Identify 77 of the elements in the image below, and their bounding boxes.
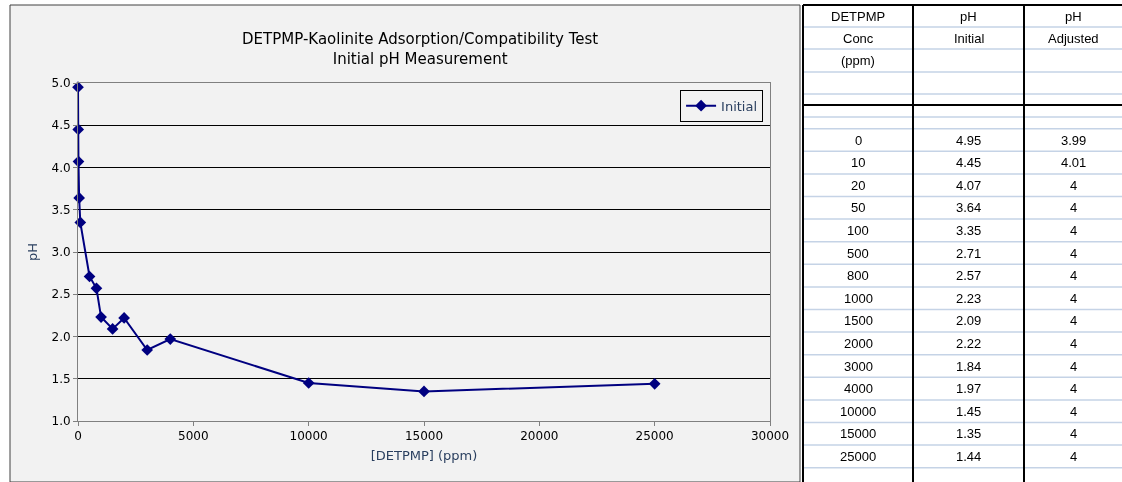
point bbox=[90, 282, 103, 295]
category-label: 1000 bbox=[844, 291, 873, 306]
y-tick-label: 1.0 bbox=[51, 414, 71, 429]
category-label: 10000 bbox=[840, 404, 877, 419]
data-label: 1.84 bbox=[956, 359, 982, 374]
data-label: 4 bbox=[1070, 178, 1078, 193]
data-label: 4 bbox=[1070, 381, 1078, 396]
y-tick-label: 3.0 bbox=[51, 245, 71, 260]
data-label: 4 bbox=[1070, 359, 1078, 374]
data-label: 1.97 bbox=[956, 381, 982, 396]
data-label: 4 bbox=[1070, 313, 1078, 328]
point bbox=[302, 377, 315, 389]
data-label: 4 bbox=[1070, 336, 1078, 351]
category-label: 20 bbox=[851, 178, 866, 193]
data-label: 3.99 bbox=[1061, 133, 1087, 148]
point bbox=[72, 123, 85, 136]
y-tick-label: 4.5 bbox=[51, 118, 71, 133]
category-label: 10 bbox=[851, 155, 866, 170]
legend-label: Initial bbox=[721, 98, 758, 114]
text: DETPMP Conc (ppm) bbox=[831, 9, 886, 68]
data-label: 3.35 bbox=[956, 223, 982, 238]
point bbox=[648, 377, 661, 390]
y-tick-label: 2.5 bbox=[51, 287, 71, 302]
category-label: 1500 bbox=[844, 313, 873, 328]
data-label: 4 bbox=[1070, 200, 1078, 215]
text: pH Initial bbox=[954, 9, 985, 46]
point bbox=[141, 344, 154, 356]
data-label: 2.71 bbox=[956, 246, 982, 261]
category-label: 500 bbox=[847, 246, 869, 261]
data-label: 2.57 bbox=[956, 268, 982, 283]
y-tick-label: 5.0 bbox=[51, 76, 71, 91]
point bbox=[418, 385, 430, 398]
x-tick-label: 20000 bbox=[520, 429, 559, 444]
x-axis-title: [DETPMP] (ppm) bbox=[370, 448, 478, 463]
category-label: 100 bbox=[847, 223, 869, 238]
data-label: 4 bbox=[1070, 223, 1078, 238]
data-label: 2.09 bbox=[956, 313, 982, 328]
data-label: 1.45 bbox=[956, 404, 982, 419]
data-label: 4 bbox=[1070, 246, 1078, 261]
category-label: 4000 bbox=[844, 381, 873, 396]
data-label: 4 bbox=[1070, 426, 1078, 441]
data-label: 4.45 bbox=[956, 155, 982, 170]
x-tick-label: 0 bbox=[74, 429, 82, 444]
data-label: 4 bbox=[1070, 291, 1078, 306]
point bbox=[83, 270, 96, 283]
data-label: 4 bbox=[1070, 449, 1078, 464]
x-tick-label: 10000 bbox=[289, 429, 328, 444]
data-label: 4 bbox=[1070, 268, 1078, 283]
x-tick-label: 25000 bbox=[635, 429, 674, 444]
data-label: 4.95 bbox=[956, 133, 982, 148]
y-tick-label: 4.0 bbox=[51, 160, 71, 175]
point bbox=[106, 323, 119, 335]
data-label: 4.07 bbox=[956, 178, 982, 193]
data-label: 1.44 bbox=[956, 449, 982, 464]
data-label: 4.01 bbox=[1061, 155, 1087, 170]
y-tick-label: 2.0 bbox=[51, 329, 71, 344]
data-label: 2.22 bbox=[956, 336, 982, 351]
data-label: 4 bbox=[1070, 404, 1078, 419]
y-tick-label: 1.5 bbox=[51, 371, 71, 386]
data-label: 2.23 bbox=[956, 291, 982, 306]
category-label: 800 bbox=[847, 268, 869, 283]
x-tick-label: 15000 bbox=[404, 429, 444, 444]
data-label: 1.35 bbox=[956, 426, 982, 441]
category-label: 0 bbox=[855, 133, 863, 148]
category-label: 3000 bbox=[844, 359, 873, 374]
category-label: 50 bbox=[851, 200, 866, 215]
y-axis-title: pH bbox=[25, 242, 41, 262]
point bbox=[164, 333, 177, 345]
y-tick-label: 3.5 bbox=[51, 202, 71, 217]
point bbox=[118, 312, 130, 324]
chart-title: DETPMP-Kaolinite Adsorption/Compatibility Test Initial pH Measurement bbox=[242, 30, 599, 68]
x-tick-label: 5000 bbox=[178, 429, 209, 444]
x-tick-label: 30000 bbox=[750, 429, 790, 444]
category-label: 2000 bbox=[844, 336, 873, 351]
data-label: 3.64 bbox=[956, 200, 982, 215]
text: pH Adjusted bbox=[1048, 9, 1099, 46]
category-label: 25000 bbox=[840, 449, 877, 464]
